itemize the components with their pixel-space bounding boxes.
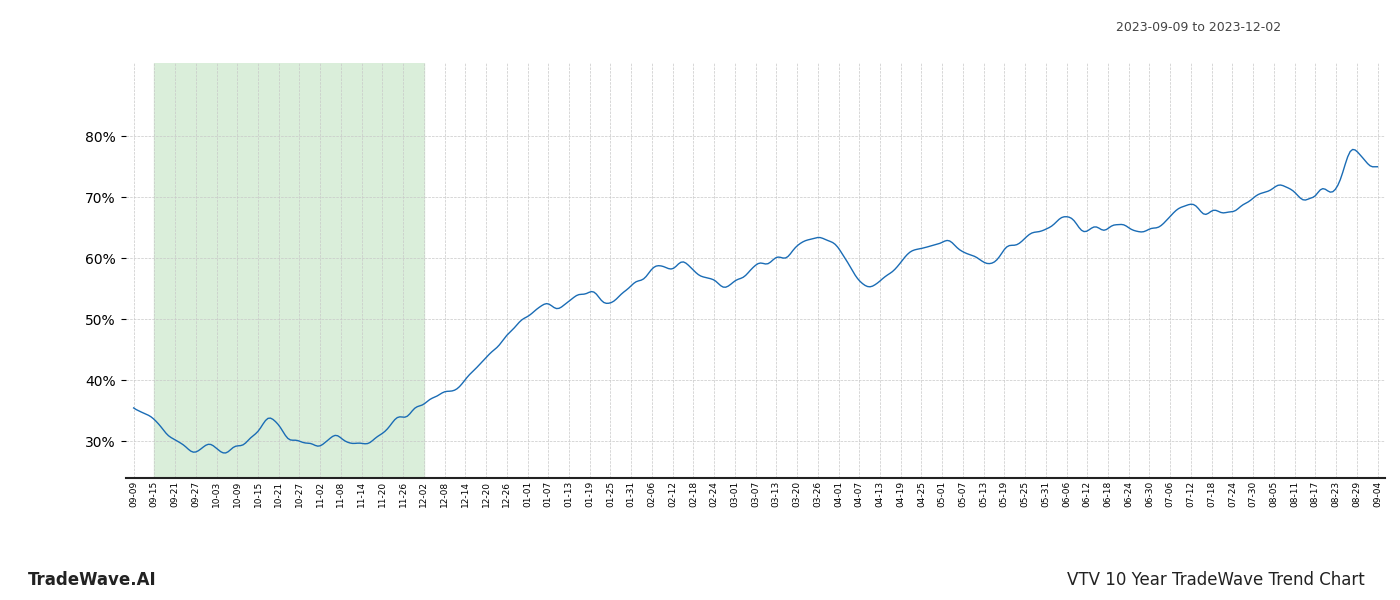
Text: TradeWave.AI: TradeWave.AI	[28, 571, 157, 589]
Text: 2023-09-09 to 2023-12-02: 2023-09-09 to 2023-12-02	[1116, 21, 1281, 34]
Text: VTV 10 Year TradeWave Trend Chart: VTV 10 Year TradeWave Trend Chart	[1067, 571, 1365, 589]
Bar	[154, 63, 424, 478]
